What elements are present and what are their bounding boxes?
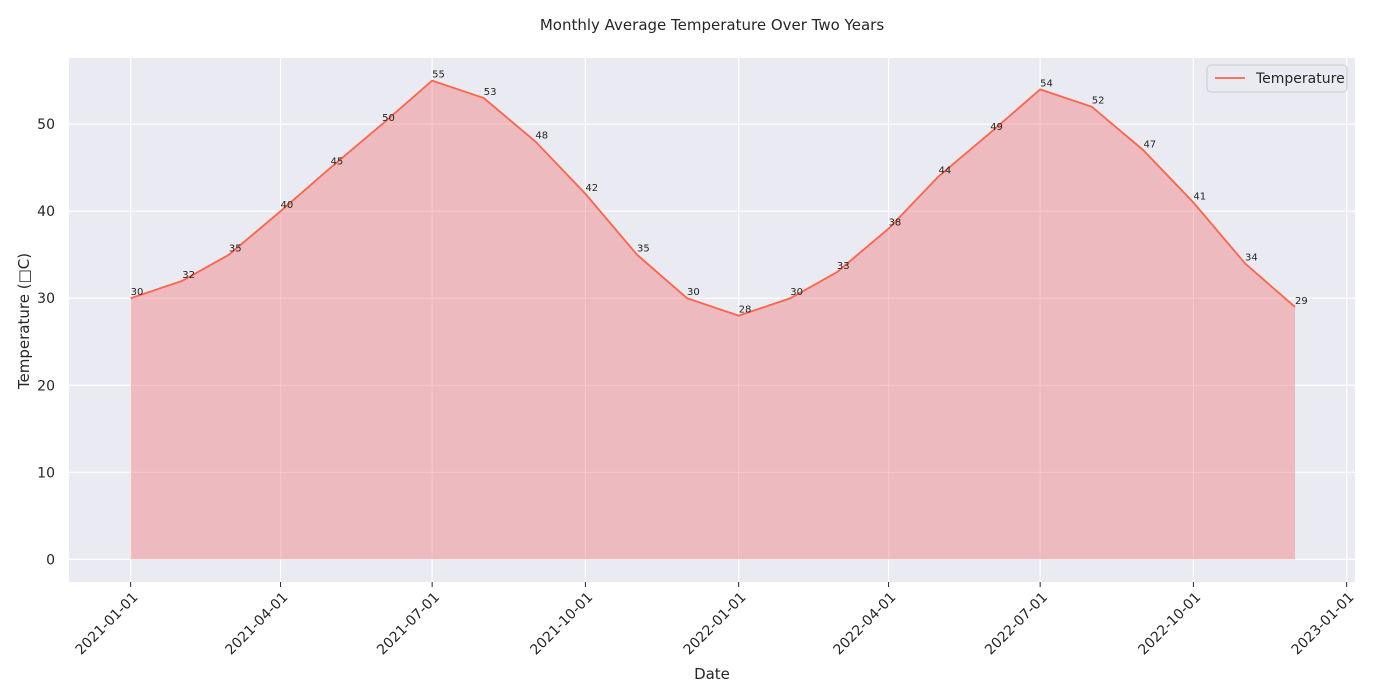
y-tick-label: 0 <box>46 552 55 568</box>
data-label: 44 <box>939 165 952 176</box>
data-label: 32 <box>182 270 195 281</box>
data-label: 50 <box>382 113 395 124</box>
data-label: 29 <box>1295 296 1308 307</box>
data-label: 52 <box>1092 96 1105 107</box>
legend-box <box>1206 64 1348 93</box>
data-label: 55 <box>432 70 445 81</box>
data-label: 33 <box>837 261 850 272</box>
data-label: 48 <box>535 131 548 142</box>
data-label: 53 <box>484 87 497 98</box>
area-fill <box>130 80 1296 560</box>
y-tick-label: 30 <box>37 291 55 307</box>
x-tick-label: 2023-01-01 <box>1289 590 1358 659</box>
x-tick-label: 2022-04-01 <box>831 590 900 659</box>
data-labels: 30 32 35 40 45 50 55 53 48 42 35 30 28 30 33 38 44 49 54 52… <box>131 70 1308 316</box>
data-label: 45 <box>331 157 344 168</box>
chart-title: Monthly Average Temperature Over Two Yea… <box>540 16 884 34</box>
x-tick-label: 2022-07-01 <box>982 590 1051 659</box>
x-tick-label: 2022-01-01 <box>681 590 750 659</box>
y-tick-label: 50 <box>37 117 55 133</box>
y-tick-label: 40 <box>37 204 55 220</box>
data-label: 40 <box>281 200 294 211</box>
data-label: 54 <box>1040 78 1053 89</box>
x-tick-label: 2022-10-01 <box>1135 590 1204 659</box>
grid <box>69 58 1355 582</box>
data-label: 30 <box>687 287 700 298</box>
y-axis-ticks: 0 10 20 30 40 50 <box>37 117 55 568</box>
plot-area <box>69 58 1355 582</box>
legend-label: Temperature <box>1255 71 1345 87</box>
series-line-temperature <box>130 79 1296 317</box>
data-label: 30 <box>790 287 803 298</box>
data-label: 35 <box>637 244 650 255</box>
data-label: 34 <box>1245 252 1258 263</box>
data-label: 47 <box>1143 139 1156 150</box>
x-tick-label: 2021-01-01 <box>73 590 142 659</box>
data-label: 35 <box>229 244 242 255</box>
x-tick-label: 2021-07-01 <box>374 590 443 659</box>
data-label: 28 <box>739 305 752 316</box>
y-axis-label: Temperature (□C) <box>15 253 33 390</box>
y-tick-label: 10 <box>37 465 55 481</box>
y-tick-label: 20 <box>37 378 55 394</box>
data-label: 30 <box>131 287 144 298</box>
data-label: 38 <box>889 218 902 229</box>
x-tick-label: 2021-10-01 <box>527 590 596 659</box>
data-label: 42 <box>585 183 598 194</box>
x-axis-ticks: 2021-01-01 2021-04-01 2021-07-01 2021-10-01… <box>73 582 1358 659</box>
x-axis-label: Date <box>694 665 730 683</box>
data-label: 41 <box>1193 191 1206 202</box>
x-tick-label: 2021-04-01 <box>223 590 292 659</box>
data-label: 49 <box>990 122 1003 133</box>
legend: Temperature <box>1206 64 1348 93</box>
